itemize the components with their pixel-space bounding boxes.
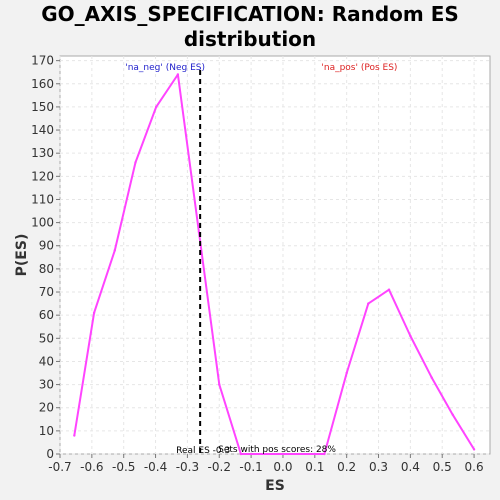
es-data-point xyxy=(113,249,116,252)
y-tick-label: 40 xyxy=(39,354,54,368)
y-tick-label: 20 xyxy=(39,401,54,415)
x-tick-label: -0.2 xyxy=(208,460,231,474)
y-tick-label: 60 xyxy=(39,308,54,322)
es-data-point xyxy=(409,334,412,338)
x-tick-label: -0.7 xyxy=(48,460,71,474)
plot-area xyxy=(59,55,491,455)
es-data-point xyxy=(345,371,348,375)
neg-es-label: 'na_neg' (Neg ES) xyxy=(125,63,205,73)
real-es-label: Real ES -0.3 xyxy=(176,446,230,456)
x-axis-title: ES xyxy=(265,478,285,494)
y-tick-label: 100 xyxy=(31,216,54,230)
y-tick-label: 140 xyxy=(31,123,54,137)
grid-layer xyxy=(59,56,490,455)
x-tick-label: 0.4 xyxy=(401,460,420,474)
es-data-point xyxy=(472,448,476,451)
es-data-point xyxy=(218,383,221,386)
pos-es-label: 'na_pos' (Pos ES) xyxy=(321,63,397,73)
x-tick-label: 0.3 xyxy=(369,460,388,474)
y-tick-label: 50 xyxy=(39,331,54,345)
x-tick-label: -0.4 xyxy=(144,460,167,474)
x-tick-label: -0.1 xyxy=(239,460,262,474)
x-tick-label: -0.6 xyxy=(80,460,103,474)
y-tick-label: 110 xyxy=(31,192,54,206)
chart-title-line-1: GO_AXIS_SPECIFICATION: Random ES xyxy=(41,2,459,26)
x-tick-label: 0.1 xyxy=(305,460,324,474)
x-tick-label: 0.6 xyxy=(465,460,484,474)
es-data-point xyxy=(430,376,433,379)
x-tick-label: 0.5 xyxy=(433,460,452,474)
y-tick-label: 80 xyxy=(39,262,54,276)
y-tick-label: 30 xyxy=(39,378,54,392)
es-data-point xyxy=(176,73,180,76)
y-tick-label: 130 xyxy=(31,146,54,160)
y-tick-label: 170 xyxy=(31,54,54,68)
y-axis-title: P(ES) xyxy=(14,234,30,277)
chart-title-line-2: distribution xyxy=(183,27,317,51)
x-tick-label: -0.3 xyxy=(176,460,199,474)
es-data-point xyxy=(134,161,137,164)
es-data-point xyxy=(239,452,243,456)
x-tick-label: 0.0 xyxy=(273,460,292,474)
es-data-point xyxy=(92,311,96,315)
es-data-point xyxy=(154,105,158,109)
y-tick-label: 120 xyxy=(31,169,54,183)
y-tick-label: 0 xyxy=(46,447,54,461)
axes-layer: 0 10 20 30 40 50 60 70 80 90 100 110 120 130 140 150 160… xyxy=(31,54,484,474)
es-data-point xyxy=(387,288,391,291)
es-data-point xyxy=(73,434,76,437)
y-tick-label: 10 xyxy=(39,424,54,438)
sets-pos-scores-label: Sets with pos scores: 28% xyxy=(218,445,336,455)
x-tick-label: -0.5 xyxy=(112,460,135,474)
y-tick-label: 70 xyxy=(39,285,54,299)
y-tick-label: 150 xyxy=(31,100,54,114)
es-data-point xyxy=(451,413,454,416)
y-tick-label: 160 xyxy=(31,77,54,91)
chart-title: GO_AXIS_SPECIFICATION: Random ES distrib… xyxy=(0,2,500,52)
es-data-point xyxy=(323,452,326,456)
series-layer xyxy=(73,73,476,456)
es-data-point xyxy=(367,302,370,305)
x-tick-label: 0.2 xyxy=(337,460,356,474)
y-tick-label: 90 xyxy=(39,239,54,253)
